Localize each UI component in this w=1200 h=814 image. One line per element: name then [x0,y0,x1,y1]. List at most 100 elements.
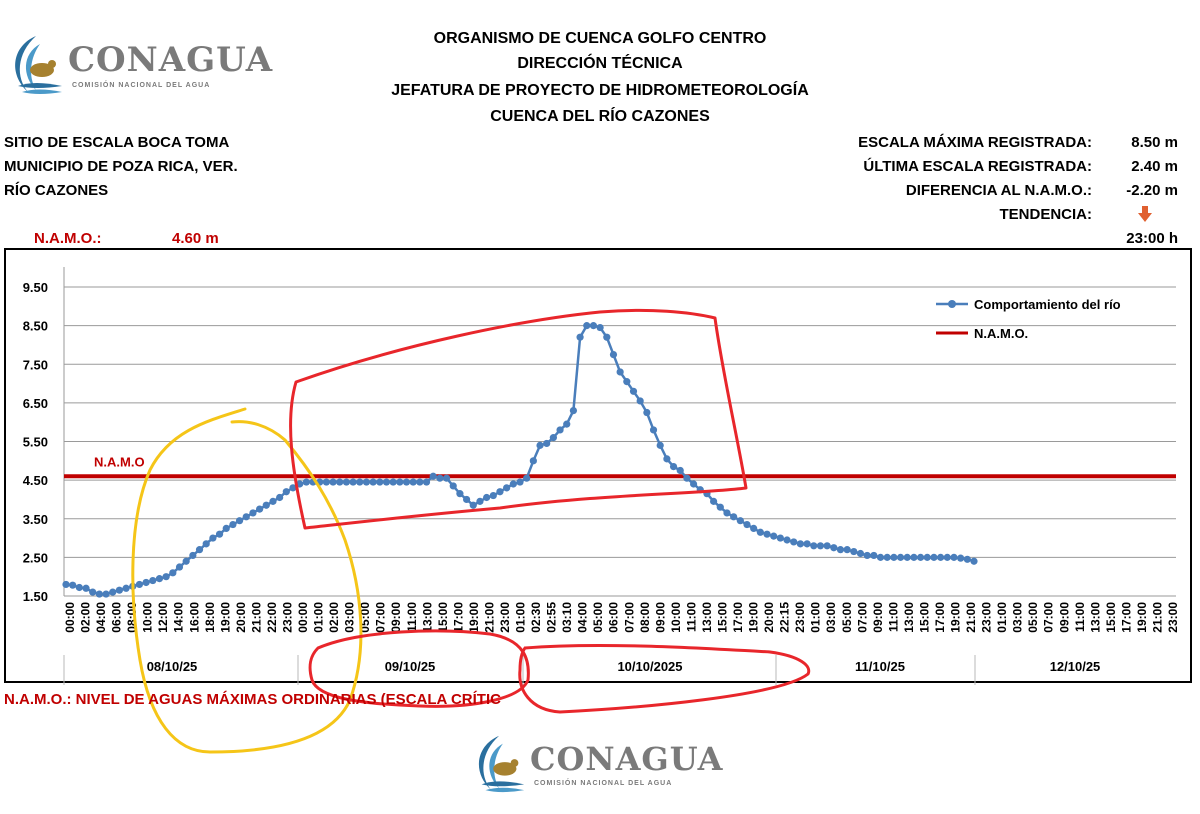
river-series-line [65,324,975,596]
svg-text:13:00: 13:00 [1088,602,1102,633]
svg-text:09:00: 09:00 [389,602,403,633]
data-point [162,573,170,581]
x-tick-label: 12:00 [156,602,170,633]
x-tick-label: 17:00 [731,602,745,633]
data-point [242,513,250,521]
svg-text:03:10: 03:10 [560,602,574,633]
svg-text:21:00: 21:00 [249,602,263,633]
data-point [863,551,871,560]
data-point [836,546,845,554]
x-tick-label: 07:00 [1042,602,1056,633]
data-point [609,350,618,359]
x-tick-label: 23:00 [498,602,512,633]
data-point [356,478,364,486]
svg-text:22:15: 22:15 [778,602,792,633]
x-tick-label: 21:00 [249,602,263,633]
svg-text:11:00: 11:00 [886,602,900,632]
data-point [663,455,671,463]
data-point [509,480,517,488]
svg-text:19:00: 19:00 [949,602,963,633]
svg-text:09:00: 09:00 [1057,602,1071,633]
data-point [870,551,878,560]
data-point [229,520,237,529]
svg-text:11:00: 11:00 [405,602,419,632]
x-tick-label: 07:00 [374,602,388,633]
x-tick-label: 09:00 [389,602,403,633]
data-point [683,474,691,482]
svg-text:13:00: 13:00 [902,602,916,633]
namo-diff-value: -2.20 m [1126,182,1178,199]
data-point [603,333,611,341]
data-point [596,323,604,332]
svg-text:22:00: 22:00 [265,602,279,633]
svg-text:13:00: 13:00 [700,602,714,633]
data-point [656,441,664,449]
svg-text:17:00: 17:00 [933,602,947,633]
svg-text:04:00: 04:00 [576,602,590,633]
x-tick-label: 04:00 [94,602,108,633]
data-point [329,478,337,486]
data-point [396,478,404,486]
svg-text:01:00: 01:00 [809,602,823,633]
y-tick-label: 5.50 [23,435,48,450]
data-point [256,505,264,513]
x-tick-label: 11:00 [405,602,419,632]
max-scale-value: 8.50 m [1131,134,1178,151]
x-tick-label: 22:15 [778,602,792,633]
data-point [75,583,83,592]
y-tick-label: 4.50 [23,473,48,488]
x-tick-label: 11:00 [886,602,900,632]
namo-diff-label: DIFERENCIA AL N.A.M.O.: [905,182,1092,199]
data-point [442,474,451,482]
data-point [135,580,144,589]
svg-text:10:00: 10:00 [669,602,683,633]
x-tick-label: 09:00 [871,602,885,633]
data-point [649,426,658,434]
data-point [362,478,371,486]
data-point [195,546,204,554]
y-tick-label: 1.50 [23,589,48,604]
data-point [536,441,544,449]
data-point [589,322,598,330]
x-tick-label: 06:00 [607,602,621,633]
svg-text:23:00: 23:00 [498,602,512,633]
data-point [830,544,838,552]
data-point [262,501,270,509]
svg-text:15:00: 15:00 [1104,602,1118,633]
x-tick-label: 15:00 [436,602,450,633]
data-point [970,557,978,565]
logo-subtitle: COMISIÓN NACIONAL DEL AGUA [534,780,673,787]
data-point [823,542,831,550]
date-label: 12/10/25 [1050,659,1101,674]
x-tick-label: 19:00 [747,602,761,633]
x-tick-label: 11:00 [1073,602,1087,632]
data-point [636,397,644,405]
x-tick-label: 23:00 [980,602,994,633]
svg-text:09:00: 09:00 [871,602,885,633]
data-point [402,478,411,486]
data-point [382,478,391,486]
x-tick-label: 07:00 [855,602,869,633]
y-tick-label: 9.50 [23,280,48,295]
data-point [569,407,578,415]
svg-text:07:00: 07:00 [622,602,636,633]
data-point [202,540,210,548]
x-tick-label: 21:00 [1150,602,1164,633]
data-point [369,478,377,486]
svg-text:16:00: 16:00 [187,602,201,633]
data-point [215,530,224,538]
svg-text:01:00: 01:00 [312,602,326,633]
x-tick-label: 19:00 [467,602,481,633]
y-tick-label: 7.50 [23,357,48,372]
data-point [449,482,457,490]
data-point [102,590,110,598]
data-point [643,408,651,417]
site-municipality: MUNICIPIO DE POZA RICA, VER. [4,158,238,175]
data-point [109,588,117,596]
namo-label: N.A.M.O.: [34,230,102,247]
svg-text:07:00: 07:00 [374,602,388,633]
svg-text:02:30: 02:30 [529,602,543,633]
data-point [249,509,257,517]
x-tick-label: 23:00 [280,602,294,633]
data-point [523,474,531,482]
